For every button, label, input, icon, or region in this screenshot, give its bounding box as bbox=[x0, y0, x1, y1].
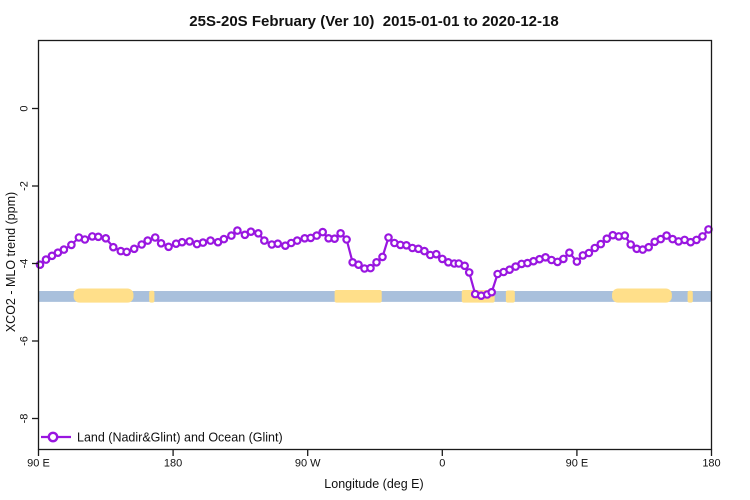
data-point bbox=[143, 236, 153, 245]
data-point bbox=[80, 235, 90, 244]
legend-marker-icon bbox=[47, 431, 59, 443]
data-point bbox=[177, 237, 187, 247]
y-axis-title: XCO2 - MLO trend (ppm) bbox=[4, 192, 18, 332]
data-point bbox=[662, 231, 671, 240]
y-tick-label: -8 bbox=[19, 414, 31, 424]
data-point bbox=[437, 254, 447, 264]
data-point bbox=[109, 242, 118, 252]
data-point bbox=[431, 249, 441, 259]
data-point bbox=[704, 225, 713, 234]
data-point bbox=[150, 233, 160, 242]
data-point bbox=[59, 245, 69, 254]
y-axis: 0 -2 -4 -6 -8 bbox=[19, 105, 39, 423]
data-point bbox=[219, 234, 229, 244]
plot-border bbox=[37, 39, 713, 451]
data-point bbox=[572, 257, 582, 266]
data-point bbox=[644, 242, 654, 252]
data-point bbox=[246, 227, 256, 237]
data-point bbox=[198, 238, 208, 247]
data-point bbox=[602, 234, 612, 244]
data-point bbox=[253, 229, 263, 238]
land-ocean-strip bbox=[38, 288, 712, 303]
chart-title: 25S-20S February (Ver 10) 2015-01-01 to … bbox=[189, 13, 558, 30]
y-tick-label: -6 bbox=[19, 336, 31, 346]
data-point bbox=[67, 240, 76, 250]
data-point bbox=[420, 246, 429, 256]
x-axis-title: Longitude (deg E) bbox=[324, 477, 423, 491]
x-tick-label: 90 E bbox=[566, 458, 589, 470]
x-axis: 90 E 180 90 W 0 90 E 180 bbox=[27, 449, 721, 470]
data-point bbox=[378, 252, 387, 262]
land-patch-south-america bbox=[334, 290, 382, 303]
land-patch-new-caledonia-repeat bbox=[687, 290, 693, 303]
data-point bbox=[94, 232, 103, 242]
y-tick-label: 0 bbox=[19, 105, 31, 111]
data-point bbox=[35, 260, 45, 270]
data-point bbox=[559, 254, 568, 264]
x-tick-label: 90 W bbox=[295, 458, 321, 470]
data-point bbox=[596, 239, 606, 249]
data-point bbox=[227, 231, 236, 240]
data-point bbox=[137, 240, 147, 249]
data-point bbox=[129, 244, 139, 254]
x-tick-label: 0 bbox=[439, 458, 445, 470]
data-point bbox=[366, 263, 375, 273]
data-point bbox=[487, 287, 497, 297]
data-point bbox=[692, 235, 701, 245]
data-point bbox=[156, 239, 166, 248]
data-point bbox=[336, 229, 345, 238]
data-point bbox=[318, 227, 328, 237]
data-point bbox=[464, 268, 474, 277]
data-point bbox=[101, 234, 111, 243]
x-tick-label: 180 bbox=[702, 458, 720, 470]
data-point bbox=[330, 234, 339, 244]
data-point bbox=[292, 236, 302, 245]
data-point bbox=[384, 233, 393, 242]
data-point bbox=[656, 234, 666, 244]
data-point bbox=[273, 239, 283, 249]
data-point bbox=[259, 236, 269, 245]
data-point bbox=[122, 247, 132, 257]
land-patch-new-caledonia bbox=[149, 290, 155, 303]
data-point bbox=[590, 243, 600, 253]
x-tick-label: 180 bbox=[164, 458, 182, 470]
land-patch-madagascar bbox=[505, 290, 515, 303]
data-point bbox=[185, 237, 194, 246]
land-patch-australia-repeat bbox=[612, 288, 672, 303]
legend-label: Land (Nadir&Glint) and Ocean (Glint) bbox=[77, 431, 283, 445]
data-point bbox=[565, 248, 574, 258]
data-point bbox=[164, 242, 173, 252]
data-point bbox=[620, 231, 630, 240]
x-tick-label: 90 E bbox=[27, 458, 50, 470]
data-point bbox=[698, 232, 707, 241]
legend: Land (Nadir&Glint) and Ocean (Glint) bbox=[41, 431, 283, 445]
data-point bbox=[41, 255, 51, 264]
data-point bbox=[312, 231, 322, 240]
data-point bbox=[233, 226, 242, 235]
data-point bbox=[460, 261, 470, 271]
land-patch-australia bbox=[73, 288, 134, 303]
data-series bbox=[35, 225, 713, 301]
data-point bbox=[342, 235, 351, 244]
data-point bbox=[372, 257, 381, 267]
data-point bbox=[354, 260, 363, 270]
data-point bbox=[584, 248, 594, 258]
data-point bbox=[626, 240, 636, 249]
y-tick-label: -4 bbox=[19, 259, 31, 269]
y-tick-label: -2 bbox=[19, 181, 31, 191]
data-point bbox=[206, 236, 215, 245]
